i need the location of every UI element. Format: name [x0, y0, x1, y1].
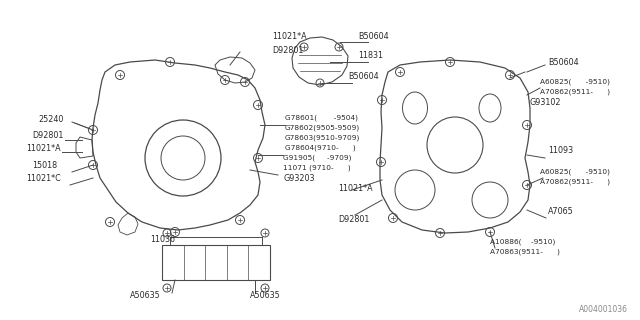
Text: A50635: A50635	[130, 291, 161, 300]
Text: A70862(9511-      ): A70862(9511- )	[540, 89, 610, 95]
Text: G93102: G93102	[530, 98, 561, 107]
Text: G78603(9510-9709): G78603(9510-9709)	[285, 135, 360, 141]
Text: 11071 (9710-      ): 11071 (9710- )	[283, 165, 351, 171]
Text: A7065: A7065	[548, 207, 573, 217]
Text: A10886(    -9510): A10886( -9510)	[490, 239, 556, 245]
Text: D92801: D92801	[32, 131, 63, 140]
Text: A70863(9511-      ): A70863(9511- )	[490, 249, 560, 255]
Text: A004001036: A004001036	[579, 306, 628, 315]
Text: D92801: D92801	[272, 45, 303, 54]
Text: B50604: B50604	[348, 71, 379, 81]
Text: 11036: 11036	[150, 236, 175, 244]
Text: 11021*C: 11021*C	[26, 173, 61, 182]
Text: 25240: 25240	[38, 115, 63, 124]
Text: A60825(      -9510): A60825( -9510)	[540, 79, 610, 85]
Text: 11021*A: 11021*A	[26, 143, 61, 153]
Text: G93203: G93203	[283, 173, 314, 182]
Text: B50604: B50604	[548, 58, 579, 67]
Text: 15018: 15018	[32, 161, 57, 170]
Text: G78602(9505-9509): G78602(9505-9509)	[285, 125, 360, 131]
Text: A60825(      -9510): A60825( -9510)	[540, 169, 610, 175]
Text: A70862(9511-      ): A70862(9511- )	[540, 179, 610, 185]
Text: 11831: 11831	[358, 51, 383, 60]
Text: 11021*A: 11021*A	[272, 31, 307, 41]
Text: G78604(9710-      ): G78604(9710- )	[285, 145, 356, 151]
Text: 11021*A: 11021*A	[338, 183, 372, 193]
Text: 11093: 11093	[548, 146, 573, 155]
Text: D92801: D92801	[338, 215, 369, 225]
Text: A50635: A50635	[250, 291, 281, 300]
Text: B50604: B50604	[358, 31, 388, 41]
Text: G78601(       -9504): G78601( -9504)	[285, 115, 358, 121]
Text: G91905(     -9709): G91905( -9709)	[283, 155, 351, 161]
